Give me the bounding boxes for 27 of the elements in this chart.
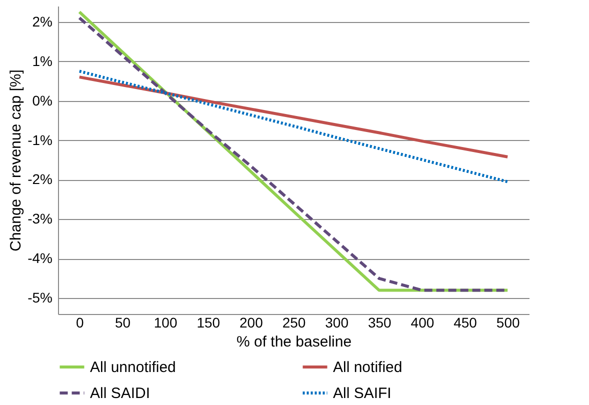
- legend-label: All unnotified: [90, 359, 176, 376]
- x-tick-label: 450: [454, 314, 478, 330]
- line-series: [78, 70, 510, 184]
- legend-label: All SAIDI: [90, 385, 150, 402]
- y-tick-label: -2%: [28, 171, 52, 188]
- legend-label: All notified: [333, 359, 402, 376]
- y-tick-label: -4%: [28, 250, 52, 266]
- x-tick-label: 150: [196, 314, 220, 330]
- y-tick-label: -1%: [28, 132, 52, 148]
- y-tick-label: 0%: [32, 92, 52, 108]
- x-axis-title: % of the baseline: [236, 334, 352, 350]
- x-tick-label: 0: [76, 314, 84, 330]
- legend-label: All SAIFI: [333, 385, 392, 402]
- y-tick-label: -3%: [28, 210, 52, 227]
- y-tick-label: -5%: [28, 290, 52, 306]
- x-tick-label: 350: [368, 314, 392, 330]
- y-axis-title: Change of revenue cap [%]: [8, 70, 25, 252]
- x-tick-label: 500: [496, 314, 520, 330]
- x-tick-label: 300: [325, 314, 349, 330]
- x-tick-label: 200: [240, 314, 264, 330]
- x-tick-label: 50: [114, 314, 131, 330]
- x-tick-label: 400: [410, 314, 434, 330]
- y-tick-label: 1%: [32, 52, 52, 69]
- y-tick-label: 2%: [32, 13, 52, 30]
- line-series: [78, 76, 510, 158]
- x-tick-label: 250: [282, 314, 306, 330]
- x-tick-label: 100: [154, 314, 178, 330]
